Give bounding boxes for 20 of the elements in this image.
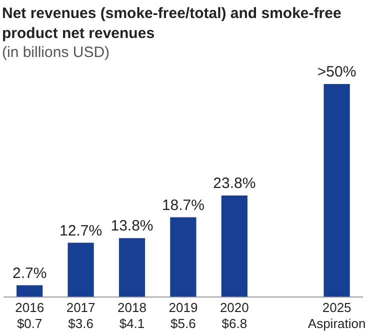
data-label: 12.7%	[60, 222, 102, 240]
chart-title: Net revenues (smoke-free/total) and smoke-free product net revenues	[2, 4, 342, 44]
x-tick-label: 2016 $0.7	[15, 300, 44, 331]
chart-subtitle: (in billions USD)	[2, 44, 110, 61]
data-label: 18.7%	[162, 196, 204, 214]
x-tick-label: 2020 $6.8	[220, 300, 249, 331]
bar	[324, 84, 350, 297]
bar	[170, 217, 196, 297]
data-label: 2.7%	[12, 264, 47, 282]
bar	[16, 285, 43, 297]
data-label: 13.8%	[110, 218, 154, 235]
data-label: >50%	[317, 64, 356, 81]
data-label: 23.8%	[213, 175, 256, 192]
bar	[68, 242, 94, 297]
x-tick-label: 2018 $4.1	[118, 300, 146, 331]
x-tick-label: 2017 $3.6	[66, 300, 96, 331]
bar	[221, 196, 248, 297]
x-tick-label: 2025 Aspiration	[308, 300, 366, 331]
bar	[118, 238, 146, 297]
x-tick-label: 2019 $5.6	[168, 300, 198, 331]
